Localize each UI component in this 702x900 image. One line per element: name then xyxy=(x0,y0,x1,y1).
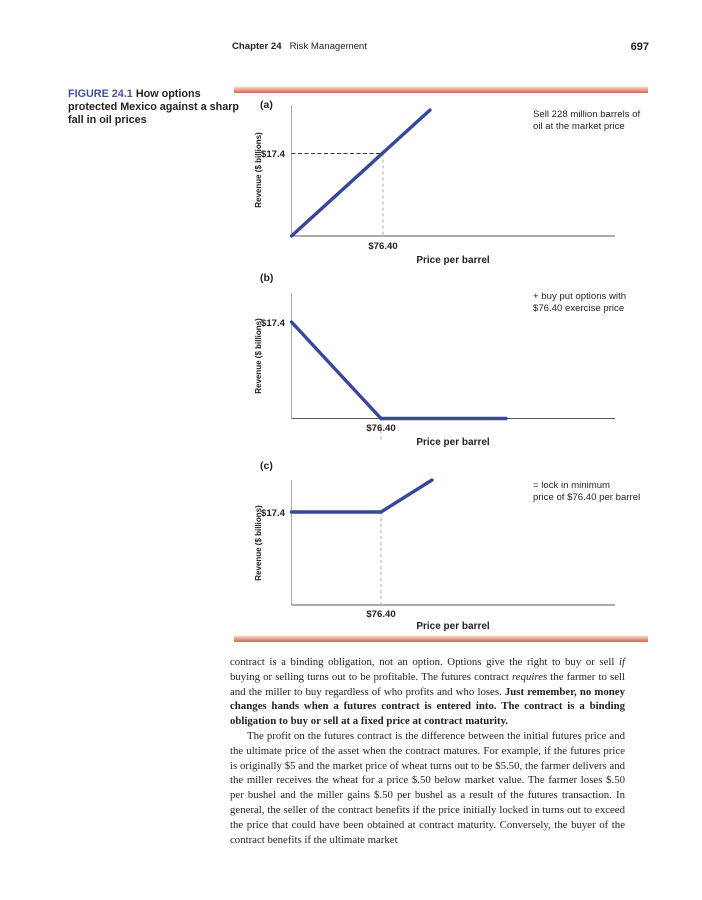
svg-text:$17.4: $17.4 xyxy=(261,508,286,519)
svg-text:Price per barrel: Price per barrel xyxy=(416,255,490,266)
svg-text:$76.40: $76.40 xyxy=(366,423,395,434)
svg-text:(c): (c) xyxy=(260,460,273,472)
svg-text:Price per barrel: Price per barrel xyxy=(416,437,490,448)
svg-text:(b): (b) xyxy=(260,272,273,284)
svg-text:Revenue ($ billions): Revenue ($ billions) xyxy=(254,318,263,394)
svg-text:Price per barrel: Price per barrel xyxy=(416,621,490,632)
svg-text:$76.40: $76.40 xyxy=(368,241,397,252)
svg-text:(a): (a) xyxy=(260,99,273,111)
svg-text:$76.40: $76.40 xyxy=(366,609,395,620)
svg-text:Revenue ($ billions): Revenue ($ billions) xyxy=(254,132,263,208)
svg-text:$17.4: $17.4 xyxy=(261,318,286,329)
svg-text:Revenue ($ billions): Revenue ($ billions) xyxy=(254,505,263,581)
svg-text:$17.4: $17.4 xyxy=(261,149,286,160)
